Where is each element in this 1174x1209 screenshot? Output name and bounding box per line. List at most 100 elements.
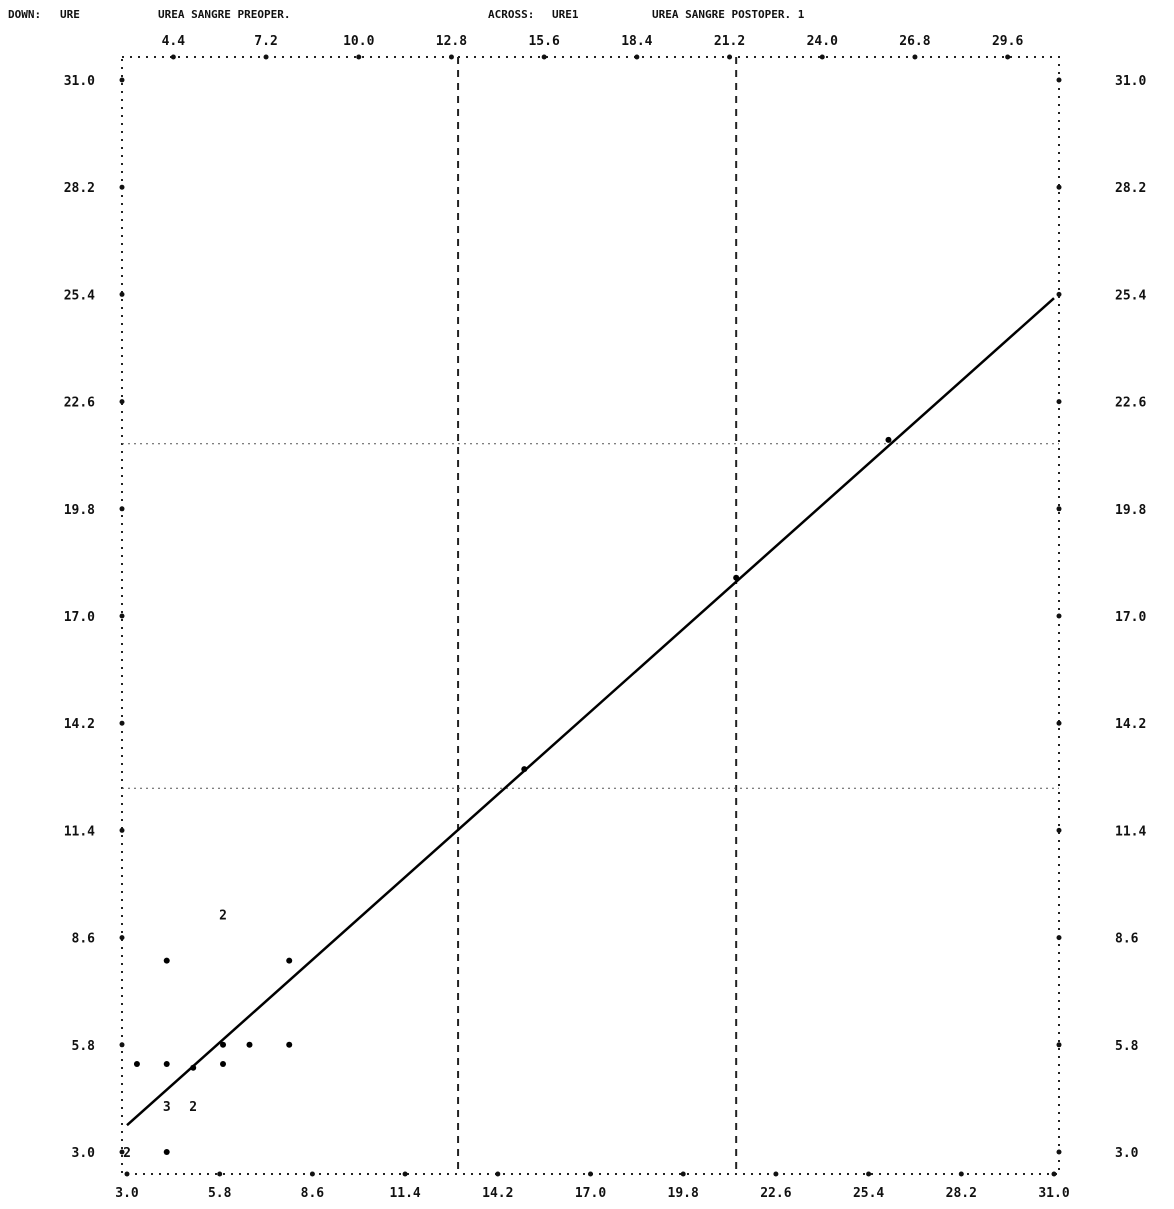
down-variable: URE (60, 8, 80, 21)
right-tick-mark (1056, 506, 1062, 512)
chart-header: DOWN: URE UREA SANGRE PREOPER. ACROSS: U… (8, 8, 805, 21)
down-description: UREA SANGRE PREOPER. (158, 8, 290, 21)
top-tick-mark (263, 54, 269, 60)
bottom-tick-mark (680, 1171, 686, 1177)
data-point-count: 2 (189, 1100, 197, 1115)
left-tick-label: 31.0 (64, 74, 95, 89)
bottom-tick-label: 22.6 (760, 1186, 791, 1201)
left-tick-mark (119, 827, 125, 833)
left-axis: 3.0 5.8 8.6 11.4 14.2 17.0 19.8 22.6 25.4 28.2 31.… (64, 74, 125, 1161)
top-tick-mark (541, 54, 547, 60)
data-point (220, 1041, 227, 1048)
bottom-tick-mark (309, 1171, 315, 1177)
bottom-tick-mark (958, 1171, 964, 1177)
right-tick-label: 17.0 (1115, 610, 1146, 625)
bottom-tick-label: 25.4 (853, 1186, 884, 1201)
bottom-tick-label: 19.8 (668, 1186, 699, 1201)
left-tick-mark (119, 720, 125, 726)
right-tick-label: 25.4 (1115, 288, 1146, 303)
left-tick-mark (119, 1042, 125, 1048)
left-tick-label: 8.6 (72, 932, 96, 947)
right-tick-label: 3.0 (1115, 1146, 1139, 1161)
left-tick-mark (119, 935, 125, 941)
right-tick-label: 19.8 (1115, 503, 1146, 518)
right-tick-mark (1056, 613, 1062, 619)
top-tick-mark (727, 54, 733, 60)
top-tick-mark (912, 54, 918, 60)
top-tick-mark (448, 54, 454, 60)
data-point (286, 957, 293, 964)
data-point (733, 574, 740, 581)
bottom-tick-label: 5.8 (208, 1186, 232, 1201)
data-point (521, 766, 528, 773)
bottom-tick-mark (402, 1171, 408, 1177)
right-tick-mark (1056, 1149, 1062, 1155)
left-tick-label: 25.4 (64, 288, 95, 303)
top-tick-label: 29.6 (992, 34, 1023, 49)
top-tick-label: 12.8 (436, 34, 467, 49)
right-tick-label: 28.2 (1115, 181, 1146, 196)
left-tick-label: 3.0 (72, 1146, 96, 1161)
data-point (220, 1060, 227, 1067)
across-label: ACROSS: (488, 8, 534, 21)
top-tick-mark (819, 54, 825, 60)
right-tick-mark (1056, 291, 1062, 297)
right-tick-label: 11.4 (1115, 824, 1146, 839)
bottom-tick-label: 17.0 (575, 1186, 606, 1201)
left-tick-label: 28.2 (64, 181, 95, 196)
top-tick-mark (634, 54, 640, 60)
right-tick-label: 22.6 (1115, 396, 1146, 411)
right-tick-mark (1056, 720, 1062, 726)
left-tick-mark (119, 399, 125, 405)
top-tick-label: 26.8 (899, 34, 930, 49)
data-point (246, 1041, 253, 1048)
across-description: UREA SANGRE POSTOPER. 1 (652, 8, 805, 21)
bottom-tick-mark (217, 1171, 223, 1177)
reference-lines (122, 57, 1059, 1174)
left-tick-mark (119, 184, 125, 190)
top-tick-label: 15.6 (528, 34, 559, 49)
data-point-count: 2 (219, 909, 227, 924)
across-variable: URE1 (552, 8, 579, 21)
bottom-tick-label: 11.4 (389, 1186, 420, 1201)
data-point (286, 1041, 293, 1048)
data-point (190, 1064, 197, 1071)
regression-line-group (126, 297, 1055, 1127)
bottom-tick-mark (495, 1171, 501, 1177)
top-tick-mark (356, 54, 362, 60)
left-tick-label: 14.2 (64, 717, 95, 732)
top-tick-label: 10.0 (343, 34, 374, 49)
bottom-axis: 3.0 5.8 8.6 11.4 14.2 17.0 19.8 22.6 25.4 28.2 31.… (115, 1171, 1070, 1201)
left-tick-mark (119, 1149, 125, 1155)
bottom-tick-mark (773, 1171, 779, 1177)
data-points: 2 3 2 2 (123, 436, 892, 1161)
data-point (885, 436, 892, 443)
bottom-tick-mark (866, 1171, 872, 1177)
left-tick-label: 17.0 (64, 610, 95, 625)
right-tick-label: 31.0 (1115, 74, 1146, 89)
bottom-tick-label: 3.0 (115, 1186, 139, 1201)
right-tick-mark (1056, 935, 1062, 941)
bottom-tick-label: 14.2 (482, 1186, 513, 1201)
right-tick-mark (1056, 827, 1062, 833)
top-tick-label: 4.4 (162, 34, 186, 49)
top-tick-label: 24.0 (807, 34, 838, 49)
left-tick-mark (119, 291, 125, 297)
left-tick-mark (119, 613, 125, 619)
right-tick-mark (1056, 1042, 1062, 1048)
data-point-count: 3 (163, 1100, 171, 1115)
down-label: DOWN: (8, 8, 41, 21)
right-tick-mark (1056, 184, 1062, 190)
right-axis: 3.0 5.8 8.6 11.4 14.2 17.0 19.8 22.6 25.4 28.2 31.… (1056, 74, 1146, 1161)
right-tick-label: 14.2 (1115, 717, 1146, 732)
left-tick-label: 22.6 (64, 396, 95, 411)
top-tick-mark (1005, 54, 1011, 60)
left-tick-label: 19.8 (64, 503, 95, 518)
data-point (163, 1149, 170, 1155)
right-tick-label: 5.8 (1115, 1039, 1139, 1054)
bottom-tick-mark (124, 1171, 130, 1177)
regression-line (126, 297, 1055, 1127)
top-axis: 4.4 7.2 10.0 12.8 15.6 18.4 21.2 24.0 26.8 29.6 (162, 34, 1023, 60)
bottom-tick-mark (1051, 1171, 1057, 1177)
